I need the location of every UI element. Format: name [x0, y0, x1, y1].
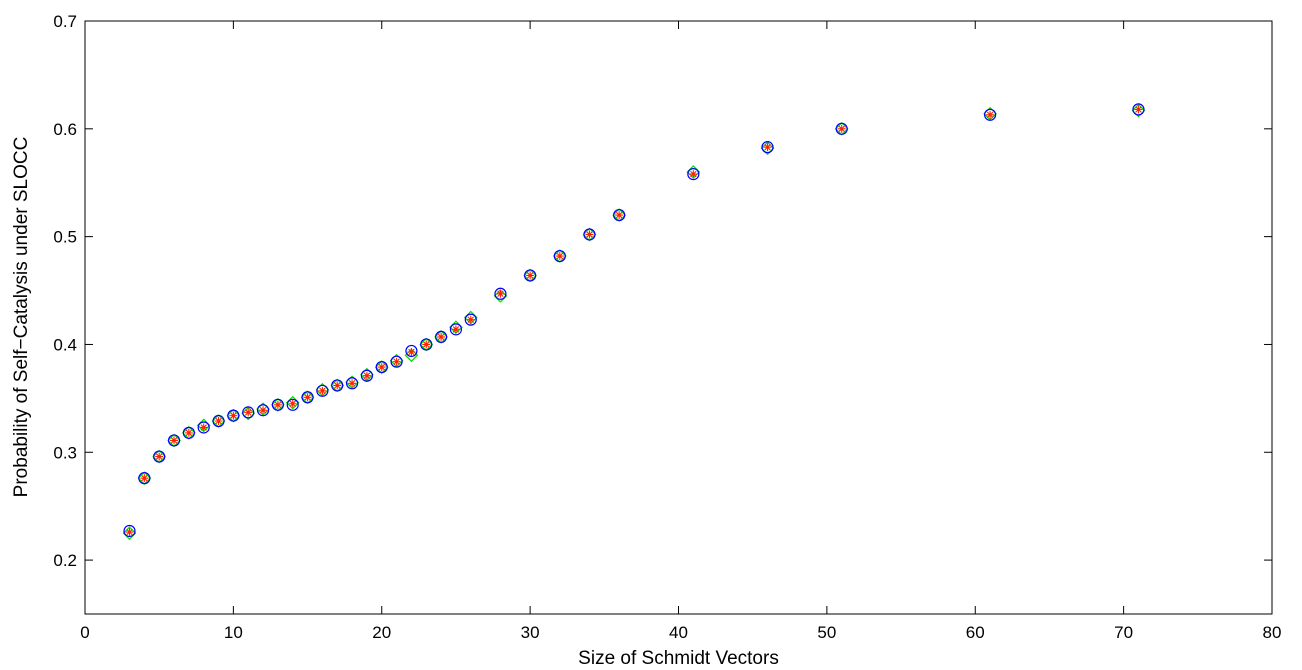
data-point-asterisk [140, 474, 149, 483]
data-point-circle [983, 108, 997, 121]
data-point-asterisk [986, 110, 995, 119]
data-point-circle [524, 269, 537, 282]
data-point-diamond [760, 141, 775, 156]
data-point-asterisk [362, 371, 371, 380]
data-point-circle [123, 524, 136, 538]
data-point-circle [761, 141, 774, 154]
data-point-asterisk [377, 363, 386, 372]
data-point-circle [583, 228, 596, 241]
data-point-asterisk [585, 230, 594, 239]
data-point-diamond [404, 348, 419, 363]
x-tick-label: 20 [372, 623, 391, 642]
data-point-asterisk [422, 340, 431, 349]
data-point-asterisk [451, 325, 460, 334]
data-point-circle [375, 360, 388, 374]
x-tick-label: 10 [224, 623, 243, 642]
x-tick-label: 60 [966, 623, 985, 642]
data-point-asterisk [273, 400, 282, 409]
data-point-asterisk [348, 379, 357, 388]
data-point-asterisk [615, 211, 624, 220]
data-point-asterisk [125, 528, 134, 537]
data-point-diamond [1131, 103, 1146, 118]
data-point-circle [1132, 103, 1145, 116]
data-point-circle [182, 426, 195, 439]
x-tick-label: 30 [521, 623, 540, 642]
data-point-asterisk [689, 170, 698, 179]
data-point-circle [420, 338, 433, 351]
data-point-circle [212, 414, 225, 428]
data-point-asterisk [244, 408, 253, 417]
x-axis-title: Size of Schmidt Vectors [578, 648, 779, 669]
data-point-diamond [241, 406, 256, 421]
x-tick-label: 0 [80, 623, 89, 642]
data-point-asterisk [170, 436, 179, 445]
data-point-circle [256, 404, 270, 417]
x-tick-label: 40 [669, 623, 688, 642]
data-point-asterisk [466, 315, 475, 324]
data-point-circle [405, 344, 418, 358]
data-point-circle [435, 330, 448, 344]
data-point-asterisk [392, 357, 401, 366]
data-point-asterisk [333, 381, 342, 390]
data-point-asterisk [259, 406, 268, 415]
plot-area [85, 21, 1272, 614]
data-point-circle [301, 391, 314, 404]
data-point-asterisk [303, 393, 312, 402]
y-tick-label: 0.2 [53, 551, 77, 570]
y-axis-title: Probability of Self−Catalysis under SLOC… [11, 137, 32, 498]
y-tick-label: 0.4 [53, 335, 77, 354]
data-markers [122, 103, 1146, 540]
y-tick-label: 0.6 [53, 120, 77, 139]
y-tick-label: 0.3 [53, 443, 77, 462]
tick-labels: 0 10 20 30 40 50 60 70 80 0.2 0.3 0.4 0.5 0.6 0.7 [53, 12, 1281, 642]
data-point-circle [360, 369, 374, 382]
data-point-circle [613, 208, 626, 222]
data-point-circle [449, 323, 463, 336]
data-point-asterisk [407, 348, 416, 357]
data-point-asterisk [763, 143, 772, 152]
data-point-asterisk [318, 386, 327, 395]
x-tick-label: 70 [1114, 623, 1133, 642]
data-point-asterisk [199, 423, 208, 432]
data-point-asterisk [526, 271, 535, 280]
data-point-asterisk [437, 332, 446, 341]
data-point-circle [494, 287, 507, 300]
data-point-asterisk [555, 252, 564, 261]
data-point-circle [835, 122, 848, 135]
data-point-circle [316, 384, 329, 397]
data-point-circle [138, 472, 151, 485]
data-point-circle [197, 421, 210, 434]
data-point-circle [553, 249, 566, 263]
data-point-asterisk [1134, 105, 1143, 114]
data-point-asterisk [155, 452, 164, 461]
data-point-asterisk [229, 411, 238, 420]
y-tick-label: 0.7 [53, 12, 77, 31]
y-tick-label: 0.5 [53, 228, 77, 247]
data-point-asterisk [496, 289, 505, 298]
data-point-asterisk [214, 417, 223, 426]
plot-frame [84, 20, 1273, 615]
data-point-circle [687, 168, 700, 181]
data-point-circle [242, 406, 255, 419]
data-point-circle [271, 398, 284, 411]
data-point-circle [390, 355, 403, 368]
data-point-asterisk [184, 428, 193, 437]
data-point-circle [167, 434, 181, 447]
data-point-circle [227, 409, 240, 422]
data-point-circle [331, 379, 344, 392]
data-point-circle [286, 398, 299, 411]
data-point-asterisk [837, 124, 846, 133]
x-tick-label: 80 [1263, 623, 1282, 642]
x-tick-label: 50 [817, 623, 836, 642]
data-point-diamond [122, 526, 137, 540]
data-point-asterisk [288, 399, 297, 408]
data-point-circle [464, 313, 477, 326]
data-point-circle [153, 450, 166, 463]
data-point-circle [345, 377, 359, 390]
